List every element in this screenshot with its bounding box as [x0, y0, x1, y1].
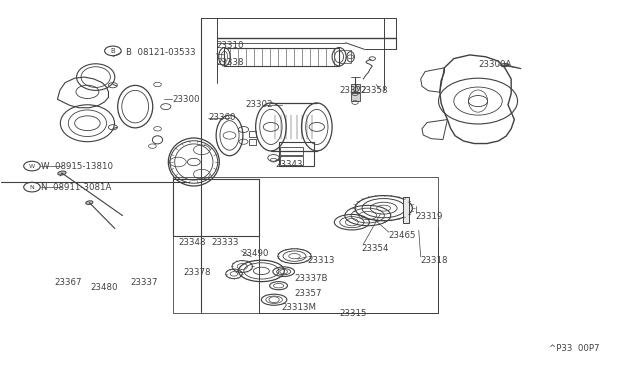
Text: 23360: 23360	[209, 113, 236, 122]
Text: 23357: 23357	[294, 289, 322, 298]
Text: 23358: 23358	[361, 86, 388, 94]
Text: ^P33  00P7: ^P33 00P7	[549, 344, 600, 353]
Bar	[351, 93, 360, 101]
Text: 23319: 23319	[415, 212, 443, 221]
Bar	[173, 177, 438, 313]
Text: 23465: 23465	[389, 231, 417, 240]
Text: 23354: 23354	[362, 244, 389, 253]
Bar	[339, 51, 351, 63]
Text: B: B	[111, 48, 115, 54]
Ellipse shape	[501, 63, 509, 67]
Text: 23310: 23310	[216, 41, 244, 50]
Text: 23367: 23367	[54, 278, 82, 287]
Text: 23313M: 23313M	[282, 303, 317, 312]
Ellipse shape	[58, 171, 66, 175]
Text: 23302: 23302	[246, 100, 273, 109]
Bar	[403, 197, 409, 223]
Bar	[248, 139, 256, 145]
Text: 23333: 23333	[212, 238, 239, 247]
Text: B  08121-03533: B 08121-03533	[125, 48, 195, 57]
Bar	[225, 48, 339, 66]
Text: 23348: 23348	[179, 238, 206, 247]
Text: 23480: 23480	[91, 283, 118, 292]
Ellipse shape	[86, 201, 93, 205]
Text: W  08915-13810: W 08915-13810	[41, 161, 113, 170]
Text: 23490: 23490	[241, 249, 268, 258]
Text: 23300: 23300	[172, 95, 200, 104]
Text: 23322: 23322	[339, 86, 367, 94]
Bar	[248, 131, 256, 137]
Text: 23300A: 23300A	[478, 60, 511, 70]
Bar	[280, 147, 303, 155]
Bar	[173, 179, 259, 236]
Text: 23337B: 23337B	[294, 274, 328, 283]
Text: W: W	[29, 164, 35, 169]
Text: 23337: 23337	[131, 278, 158, 287]
Text: 23338: 23338	[216, 58, 244, 67]
Bar	[351, 84, 360, 92]
Bar	[278, 142, 314, 166]
Text: 23318: 23318	[420, 256, 448, 265]
Text: N  08911-3081A: N 08911-3081A	[41, 183, 111, 192]
Bar	[280, 157, 303, 164]
Text: 23315: 23315	[339, 309, 367, 318]
Text: N: N	[29, 185, 35, 190]
Text: 23378: 23378	[183, 268, 211, 277]
Text: 23313: 23313	[307, 256, 335, 265]
Text: 23343: 23343	[275, 160, 303, 169]
